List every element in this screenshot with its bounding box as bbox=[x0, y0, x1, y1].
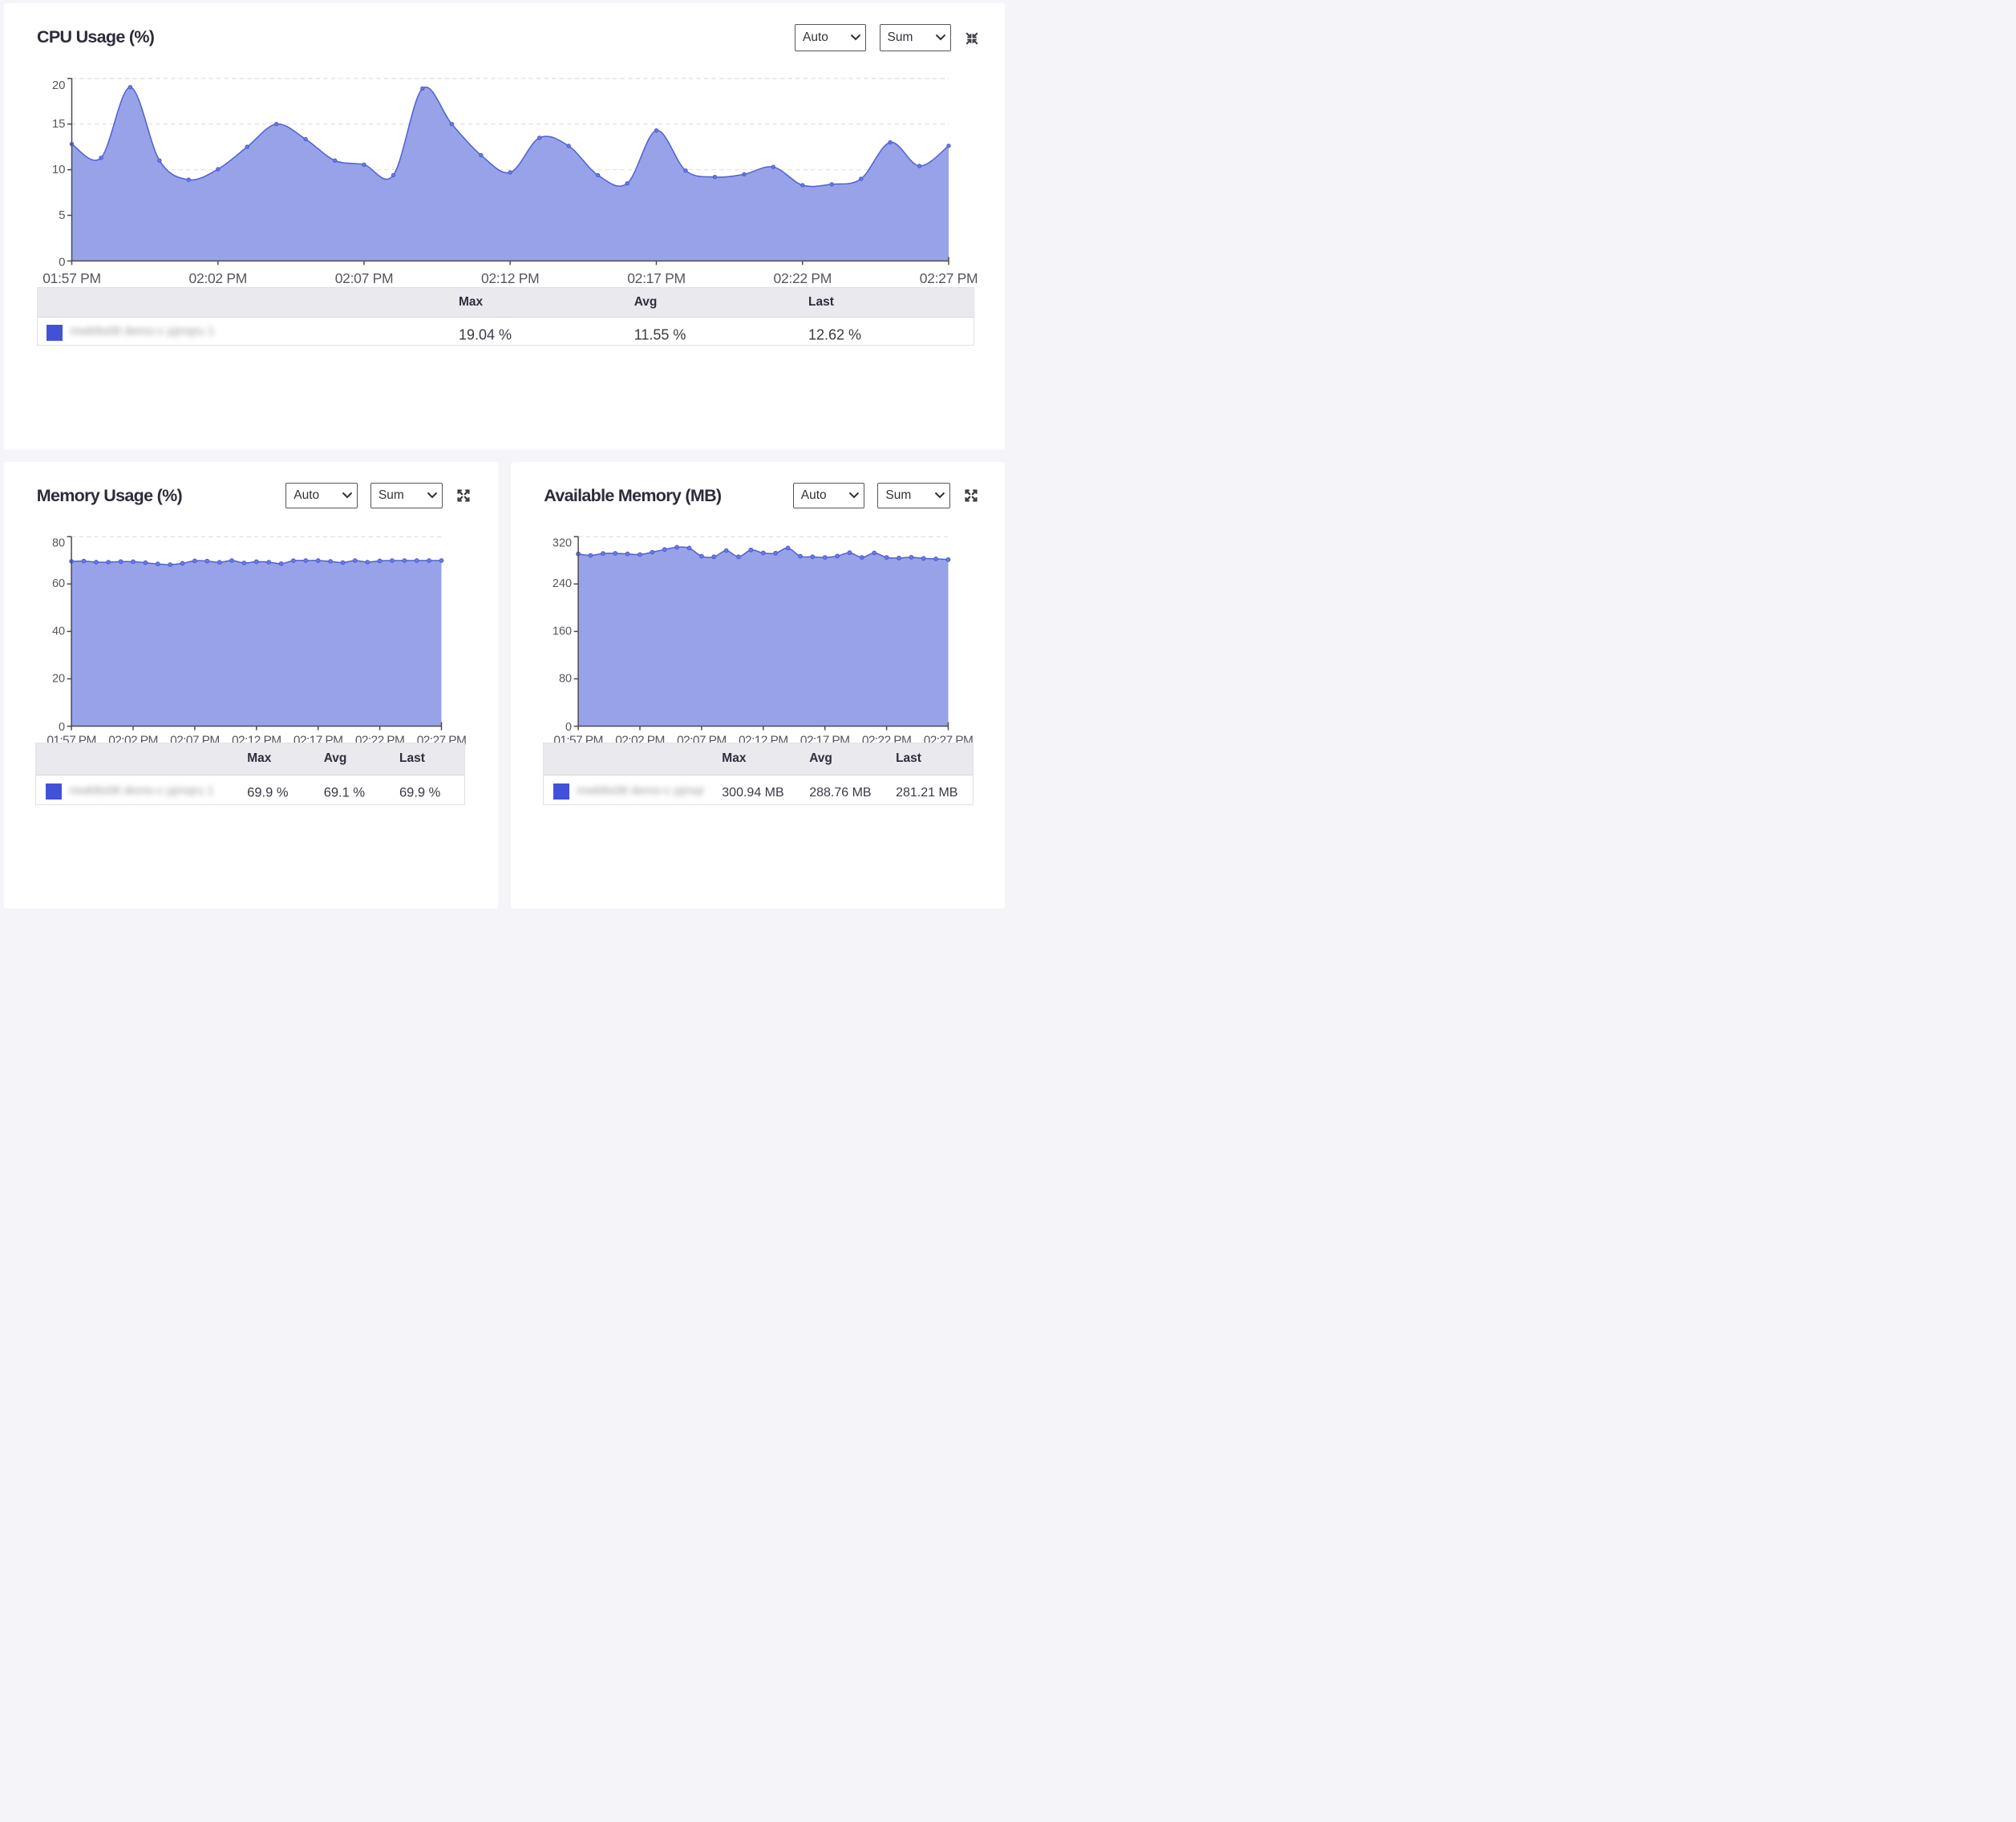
svg-text:320: 320 bbox=[553, 536, 572, 549]
svg-text:10: 10 bbox=[51, 163, 65, 176]
svg-text:80: 80 bbox=[51, 536, 64, 549]
svg-text:240: 240 bbox=[553, 577, 572, 590]
svg-text:01:57 PM: 01:57 PM bbox=[43, 270, 101, 286]
svg-text:0: 0 bbox=[59, 255, 65, 269]
svg-text:20: 20 bbox=[51, 79, 65, 92]
svg-text:0: 0 bbox=[565, 721, 572, 734]
svg-text:20: 20 bbox=[51, 672, 64, 685]
svg-text:02:12 PM: 02:12 PM bbox=[480, 270, 539, 286]
svg-text:02:27 PM: 02:27 PM bbox=[919, 270, 978, 286]
svg-text:15: 15 bbox=[51, 117, 65, 131]
svg-text:5: 5 bbox=[59, 209, 65, 222]
svg-text:02:07 PM: 02:07 PM bbox=[334, 270, 393, 286]
svg-text:0: 0 bbox=[59, 721, 65, 734]
svg-text:02:22 PM: 02:22 PM bbox=[773, 270, 832, 286]
svg-text:60: 60 bbox=[51, 577, 64, 590]
svg-text:160: 160 bbox=[553, 625, 572, 638]
svg-text:02:02 PM: 02:02 PM bbox=[188, 270, 247, 286]
svg-text:02:17 PM: 02:17 PM bbox=[627, 270, 686, 286]
svg-text:40: 40 bbox=[51, 625, 64, 638]
svg-text:80: 80 bbox=[559, 672, 572, 685]
